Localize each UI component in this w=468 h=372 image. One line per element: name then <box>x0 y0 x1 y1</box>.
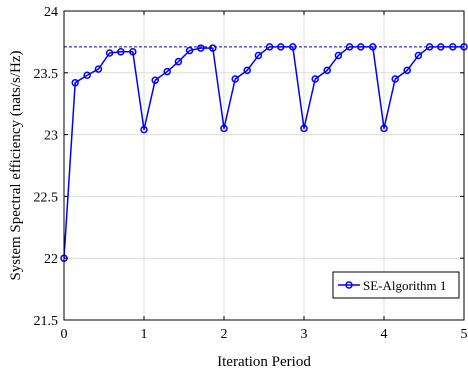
y-tick-label: 24 <box>44 5 58 20</box>
x-tick-label: 3 <box>301 327 308 342</box>
data-point <box>277 43 285 51</box>
data-point <box>117 48 125 56</box>
series <box>60 43 468 262</box>
data-point <box>311 75 319 83</box>
data-point <box>94 65 103 73</box>
data-point <box>105 49 114 57</box>
data-point <box>323 66 331 75</box>
legend-label: SE-Algorithm 1 <box>363 278 446 293</box>
data-point <box>197 44 205 52</box>
data-point <box>437 43 445 51</box>
x-tick-label: 1 <box>141 327 148 342</box>
data-point <box>300 124 308 133</box>
data-point <box>129 48 137 56</box>
x-tick-label: 5 <box>461 327 468 342</box>
grid <box>64 11 464 320</box>
x-tick-label: 0 <box>61 327 68 342</box>
y-tick-label: 22 <box>44 252 58 267</box>
legend-marker <box>345 281 353 289</box>
x-tick-label: 2 <box>221 327 228 342</box>
data-point <box>334 51 343 60</box>
data-point <box>414 51 423 60</box>
data-point <box>174 57 183 66</box>
data-point <box>380 124 388 133</box>
legend: SE-Algorithm 1 <box>332 271 460 299</box>
data-point <box>163 67 171 76</box>
data-point <box>345 43 354 51</box>
data-point <box>185 46 194 55</box>
y-tick-label: 23.5 <box>34 67 59 82</box>
data-point <box>71 78 79 87</box>
data-point <box>425 43 434 51</box>
data-point <box>220 124 228 133</box>
y-tick-label: 21.5 <box>34 314 59 329</box>
data-point <box>369 43 377 51</box>
data-point <box>265 43 274 51</box>
series-line <box>63 46 464 259</box>
x-axis-label: Iteration Period <box>217 354 311 370</box>
data-point <box>289 43 297 51</box>
data-point <box>403 66 411 75</box>
y-tick-label: 22.5 <box>34 190 59 205</box>
x-tick-label: 4 <box>381 327 388 342</box>
y-tick-label: 23 <box>44 129 58 144</box>
y-axis-label: System Spectral efficiency (nats/s/Hz) <box>8 50 24 280</box>
data-point <box>254 51 263 60</box>
data-point <box>231 75 239 83</box>
data-point <box>140 125 148 134</box>
data-point <box>357 43 365 51</box>
axes <box>63 10 465 321</box>
data-point <box>449 43 457 51</box>
plot-frame <box>63 10 465 321</box>
data-point <box>243 66 251 75</box>
data-point <box>83 71 91 80</box>
data-point <box>209 44 217 52</box>
data-point <box>391 75 399 83</box>
data-point <box>151 76 159 84</box>
